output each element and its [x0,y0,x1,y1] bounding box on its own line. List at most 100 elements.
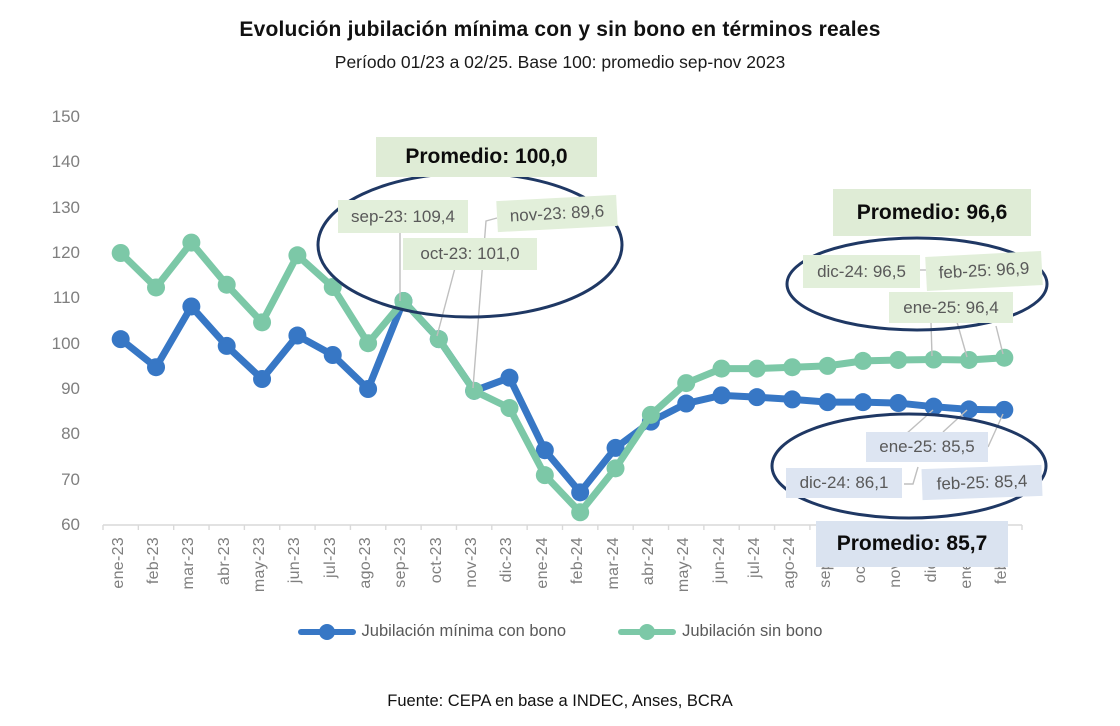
data-point [111,244,130,262]
x-axis-label: abr-23 [215,537,233,586]
data-point [783,390,802,409]
data-point [959,400,978,419]
label-dic24-green: dic-24: 96,5 [803,255,920,288]
chart-subtitle: Período 01/23 a 02/25. Base 100: promedi… [334,52,786,72]
y-axis-label: 100 [51,333,80,353]
data-point [147,278,166,297]
chart-legend: Jubilación mínima con bono Jubilación si… [0,622,1120,641]
data-point [818,393,837,412]
leader-line-dic24-green [930,321,933,357]
data-point [359,334,378,353]
x-axis-label: nov-23 [463,537,481,588]
data-point [535,466,554,485]
chart-title: Evolución jubilación mínima con y sin bo… [239,18,881,41]
source-note: Fuente: CEPA en base a INDEC, Anses, BCR… [387,692,733,710]
data-point [253,370,272,389]
x-axis-label: ene-23 [109,537,127,589]
ellipse-blue-recent [770,412,1048,520]
label-ene25-green: ene-25: 96,4 [889,292,1013,323]
data-point [889,350,908,369]
data-point [677,374,696,393]
label-ene25-blue: ene-25: 85,5 [866,432,988,462]
x-axis-label: mar-23 [180,537,198,590]
data-point [995,348,1014,367]
y-axis-label: 110 [52,288,80,308]
data-point [677,394,696,413]
data-point [500,399,519,418]
data-point [606,438,625,457]
data-point [288,326,307,345]
leader-line-feb25-blue [987,413,1004,448]
data-point [111,330,130,349]
x-axis-label: may-24 [675,537,693,593]
legend-marker-sin-bono-icon [618,623,677,641]
data-point [465,381,484,400]
leader-elbow-dic24-blue [904,466,919,485]
label-feb25-blue: feb-25: 85,4 [921,464,1043,501]
legend-item-con-bono: Jubilación mínima con bono [297,622,566,641]
legend-marker-con-bono-icon [297,623,356,641]
series-lines [111,233,1014,522]
data-point [217,275,236,294]
x-axis-label: may-23 [251,537,269,593]
data-point [500,368,519,387]
data-point [182,233,201,252]
data-point [182,297,201,316]
legend-item-sin-bono: Jubilación sin bono [618,622,822,641]
avg-box-blue-recent: Promedio: 85,7 [816,521,1008,567]
avg-box-base-period: Promedio: 100,0 [376,137,597,177]
x-axis-label: feb-24 [569,537,587,585]
data-point [818,356,837,375]
data-point [712,359,731,378]
ellipse-green-recent [785,236,1049,332]
x-axis-label: ago-23 [357,537,375,589]
x-axis-label: oct-23 [427,537,445,584]
data-point [853,351,872,370]
data-point [747,359,766,378]
x-axis-label: abr-24 [639,537,657,586]
x-axis-label: jun-24 [710,537,728,584]
leader-line-nov23 [472,217,498,389]
data-point [147,358,166,377]
label-dic24-blue: dic-24: 86,1 [786,468,902,498]
data-point [853,393,872,412]
data-point [783,358,802,377]
data-point [323,346,342,364]
x-axis-label: sep-23 [392,537,410,588]
data-point [747,388,766,407]
data-point [535,441,554,460]
label-sep23: sep-23: 109,4 [338,200,468,233]
y-axis-label: 70 [61,469,80,489]
data-point [571,503,590,522]
y-axis-label: 120 [51,243,80,262]
x-axis-label: jul-24 [745,537,763,578]
data-point [924,350,943,369]
data-point [217,336,236,355]
data-point [889,394,908,413]
data-point [429,330,448,349]
data-point [288,246,307,265]
data-point [641,405,660,424]
x-axis-label: dic-23 [498,537,516,583]
y-axis-label: 80 [61,424,80,444]
y-axis-label: 130 [51,197,80,217]
leader-line-ene25-blue [942,409,968,433]
leader-line-oct23 [436,267,456,337]
y-axis-label: 150 [51,107,80,126]
data-point [712,386,731,405]
data-point [606,459,625,478]
data-point [323,278,342,296]
label-feb25-green: feb-25: 96,9 [925,250,1043,292]
x-axis-label: feb-23 [145,537,163,585]
y-axis-label: 140 [51,152,80,172]
label-nov23: nov-23: 89,6 [496,194,618,233]
series-line-con-bono [117,297,1008,496]
data-point [359,380,378,398]
data-point [253,313,272,332]
x-axis-label: mar-24 [604,537,622,590]
y-axis-label: 90 [61,379,80,398]
x-axis-label: jun-23 [286,537,304,584]
data-point [394,292,413,311]
